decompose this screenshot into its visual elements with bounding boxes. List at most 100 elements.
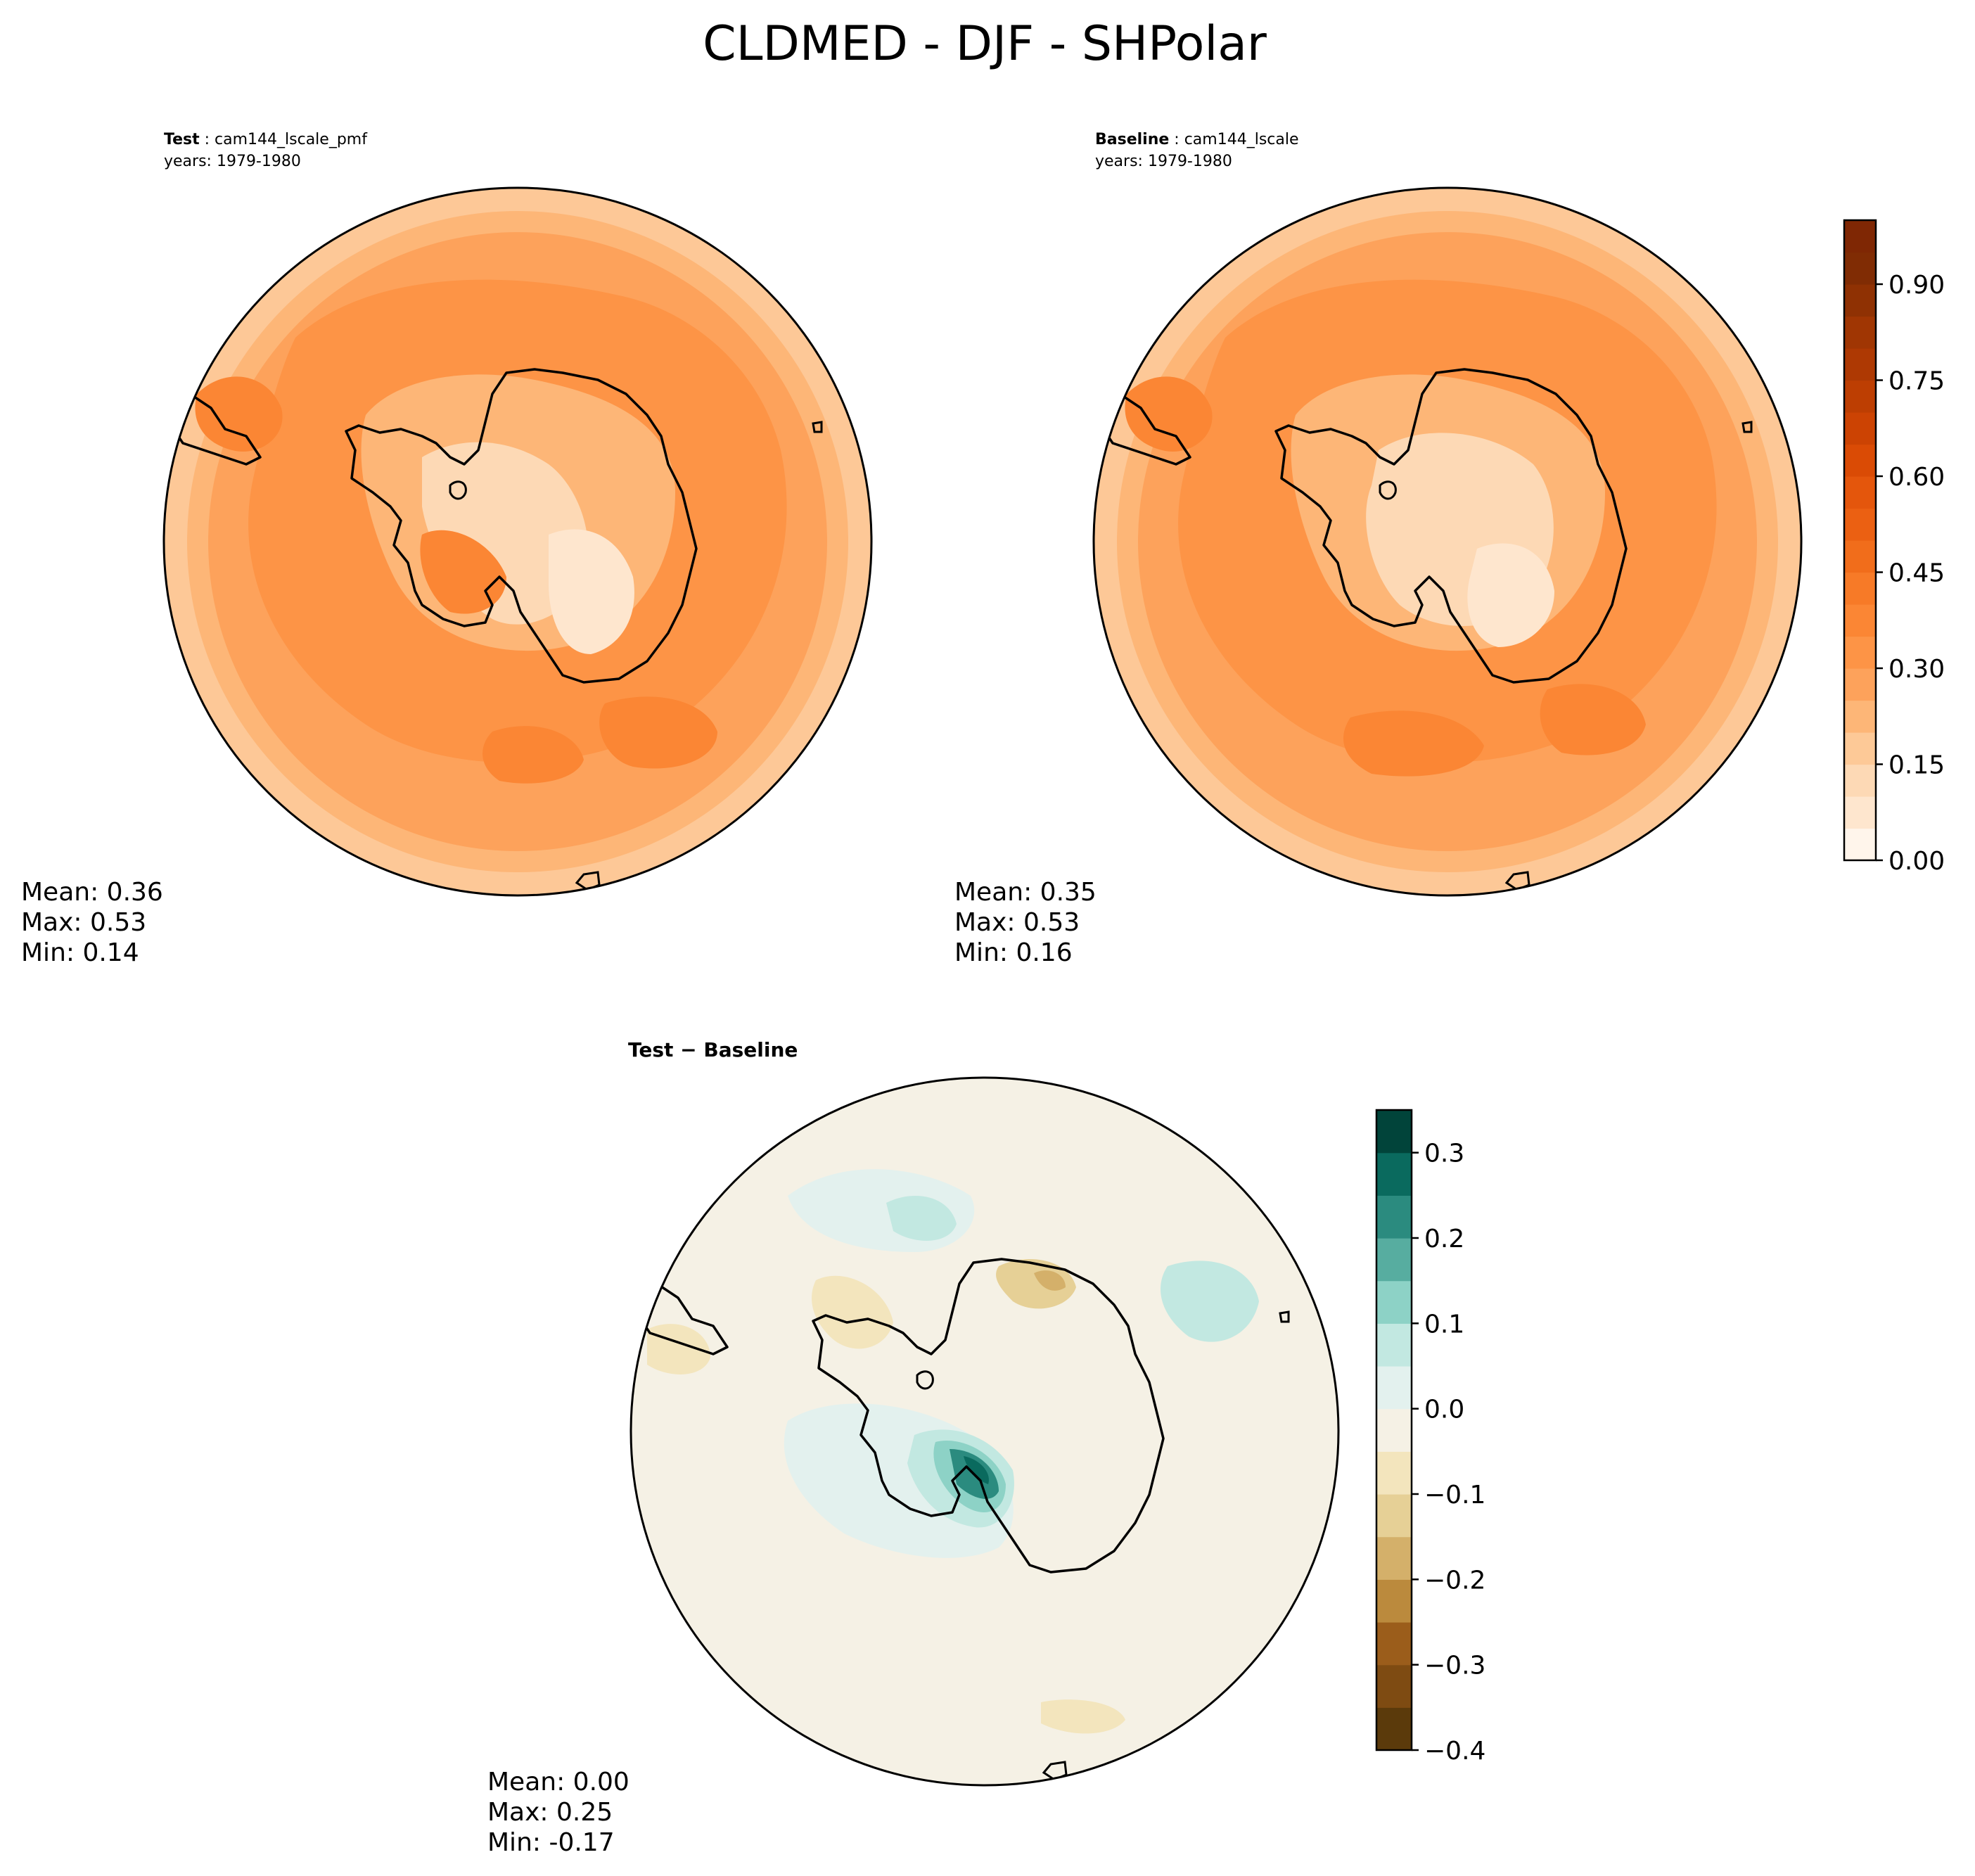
- difference-antarctica-coastline: [812, 1258, 1165, 1574]
- difference-stat-max: Max: 0.25: [487, 1798, 613, 1827]
- colorbar-difference: −0.4 −0.3 −0.2 −0.1 0.0 0.1 0.2 0.3: [1375, 1109, 1485, 1766]
- colorbar-difference-level-11: [1376, 1238, 1412, 1282]
- difference-map-field: [631, 1078, 1338, 1785]
- test-field-dark-1: [420, 530, 506, 614]
- test-south-america-coastline: [167, 393, 262, 466]
- colorbar-cloud-fraction-tick-label-4: 0.60: [1888, 463, 1945, 492]
- test-field-light-2: [549, 529, 634, 654]
- colorbar-cloud-fraction-level-19: [1844, 220, 1876, 253]
- test-colon: :: [200, 131, 215, 148]
- colorbar-cloud-fraction-level-11: [1844, 476, 1876, 509]
- colorbar-cloud-fraction-level-2: [1844, 764, 1876, 797]
- colorbar-cloud-fraction-level-7: [1844, 604, 1876, 637]
- test-map-boundary: [162, 186, 873, 897]
- panel-test: Test : cam144_lscale_pmf years: 1979-198…: [21, 131, 873, 967]
- colorbar-difference-level-2: [1376, 1622, 1412, 1666]
- figure-title: CLDMED - DJF - SHPolar: [703, 16, 1267, 72]
- colorbar-difference-level-6: [1376, 1451, 1412, 1495]
- test-stat-mean: Mean: 0.36: [21, 878, 163, 907]
- difference-field-neg-2: [996, 1259, 1076, 1309]
- difference-field-base: [631, 1078, 1338, 1785]
- baseline-field-dark-3: [1540, 684, 1646, 755]
- colorbar-difference-tick-label-3: −0.1: [1424, 1481, 1485, 1510]
- baseline-years: years: 1979-1980: [1095, 153, 1232, 170]
- difference-stat-min: Min: -0.17: [487, 1828, 615, 1857]
- baseline-stat-max: Max: 0.53: [954, 908, 1080, 937]
- colorbar-cloud-fraction-level-5: [1844, 668, 1876, 701]
- test-field-dark-4: [482, 726, 584, 784]
- colorbar-cloud-fraction-level-9: [1844, 540, 1876, 573]
- colorbar-difference-level-1: [1376, 1664, 1412, 1708]
- colorbar-cloud-fraction-tick-label-6: 0.90: [1888, 271, 1945, 300]
- baseline-stat-min: Min: 0.16: [954, 938, 1073, 967]
- panel-difference: Test − Baseline Mean: 0.00 Max: 0.25: [487, 1038, 1340, 1857]
- difference-field-neg-3: [1034, 1270, 1066, 1291]
- colorbar-difference-tick-label-5: 0.1: [1424, 1310, 1464, 1339]
- colorbar-cloud-fraction: 0.00 0.15 0.30 0.45 0.60 0.75 0.90: [1843, 219, 1945, 876]
- colorbar-cloud-fraction-level-6: [1844, 636, 1876, 669]
- test-antarctica-coastline: [345, 368, 698, 684]
- colorbar-cloud-fraction-tick-label-3: 0.45: [1888, 559, 1945, 588]
- baseline-field-dark-1: [1125, 376, 1213, 452]
- colorbar-cloud-fraction-level-14: [1844, 380, 1876, 413]
- baseline-case-name: cam144_lscale: [1184, 131, 1299, 148]
- baseline-header: Baseline : cam144_lscale: [1095, 131, 1299, 148]
- colorbar-difference-tick-label-0: −0.4: [1424, 1737, 1485, 1766]
- test-field-dark-3: [599, 696, 717, 769]
- baseline-antarctica-coastline: [1274, 368, 1628, 684]
- colorbar-cloud-fraction-level-16: [1844, 316, 1876, 349]
- difference-field-pos-8: [1161, 1261, 1259, 1342]
- test-stat-max: Max: 0.53: [21, 908, 146, 937]
- difference-field-pos-7: [964, 1456, 989, 1484]
- colorbar-difference-level-5: [1376, 1494, 1412, 1538]
- colorbar-cloud-fraction-frame: [1843, 219, 1877, 862]
- colorbar-cloud-fraction-level-0: [1844, 828, 1876, 861]
- colorbar-difference-level-13: [1376, 1152, 1412, 1196]
- colorbar-cloud-fraction-level-12: [1844, 444, 1876, 477]
- colorbar-cloud-fraction-level-4: [1844, 700, 1876, 733]
- colorbar-cloud-fraction-level-13: [1844, 412, 1876, 445]
- baseline-stat-mean: Mean: 0.35: [954, 878, 1097, 907]
- baseline-label: Baseline: [1095, 131, 1169, 148]
- colorbar-difference-tick-label-1: −0.3: [1424, 1652, 1485, 1680]
- difference-island-1: [916, 1370, 934, 1390]
- baseline-field-light-2: [1467, 543, 1554, 647]
- colorbar-cloud-fraction-level-1: [1844, 796, 1876, 829]
- colorbar-difference-level-14: [1376, 1110, 1412, 1154]
- panel-baseline: Baseline : cam144_lscale years: 1979-198…: [954, 131, 1803, 967]
- colorbar-cloud-fraction-tick-label-5: 0.75: [1888, 367, 1945, 396]
- colorbar-cloud-fraction-level-15: [1844, 348, 1876, 381]
- colorbar-cloud-fraction-level-10: [1844, 508, 1876, 541]
- colorbar-difference-level-8: [1376, 1366, 1412, 1410]
- difference-field-pos-2: [886, 1196, 957, 1241]
- colorbar-difference-level-7: [1376, 1408, 1412, 1452]
- baseline-island-1: [1379, 480, 1397, 500]
- colorbar-difference-level-10: [1376, 1280, 1412, 1324]
- colorbar-difference-level-0: [1376, 1707, 1412, 1751]
- colorbar-difference-tick-label-7: 0.3: [1424, 1140, 1464, 1168]
- colorbar-difference-level-9: [1376, 1323, 1412, 1367]
- baseline-field-dark-2: [1343, 710, 1484, 777]
- difference-map-boundary: [629, 1076, 1340, 1787]
- difference-title: Test − Baseline: [628, 1038, 798, 1061]
- baseline-island-2: [1741, 421, 1753, 433]
- test-map-field: [164, 188, 871, 895]
- colorbar-cloud-fraction-tick-label-1: 0.15: [1888, 751, 1945, 780]
- colorbar-cloud-fraction-level-8: [1844, 572, 1876, 605]
- test-island-1: [449, 480, 467, 500]
- baseline-map-boundary: [1092, 186, 1803, 897]
- colorbar-difference-tick-label-4: 0.0: [1424, 1396, 1464, 1424]
- colorbar-cloud-fraction-level-18: [1844, 252, 1876, 285]
- colorbar-cloud-fraction-tick-label-2: 0.30: [1888, 655, 1945, 684]
- test-island-2: [812, 421, 823, 433]
- colorbar-cloud-fraction-level-17: [1844, 284, 1876, 317]
- test-header: Test : cam144_lscale_pmf: [164, 131, 368, 148]
- test-case-name: cam144_lscale_pmf: [215, 131, 368, 148]
- difference-south-america-coastline: [634, 1282, 729, 1355]
- baseline-colon: :: [1169, 131, 1184, 148]
- difference-field-neg-5: [1041, 1699, 1125, 1734]
- colorbar-difference-level-12: [1376, 1195, 1412, 1239]
- colorbar-difference-tick-label-6: 0.2: [1424, 1225, 1464, 1253]
- colorbar-difference-frame: [1375, 1109, 1413, 1751]
